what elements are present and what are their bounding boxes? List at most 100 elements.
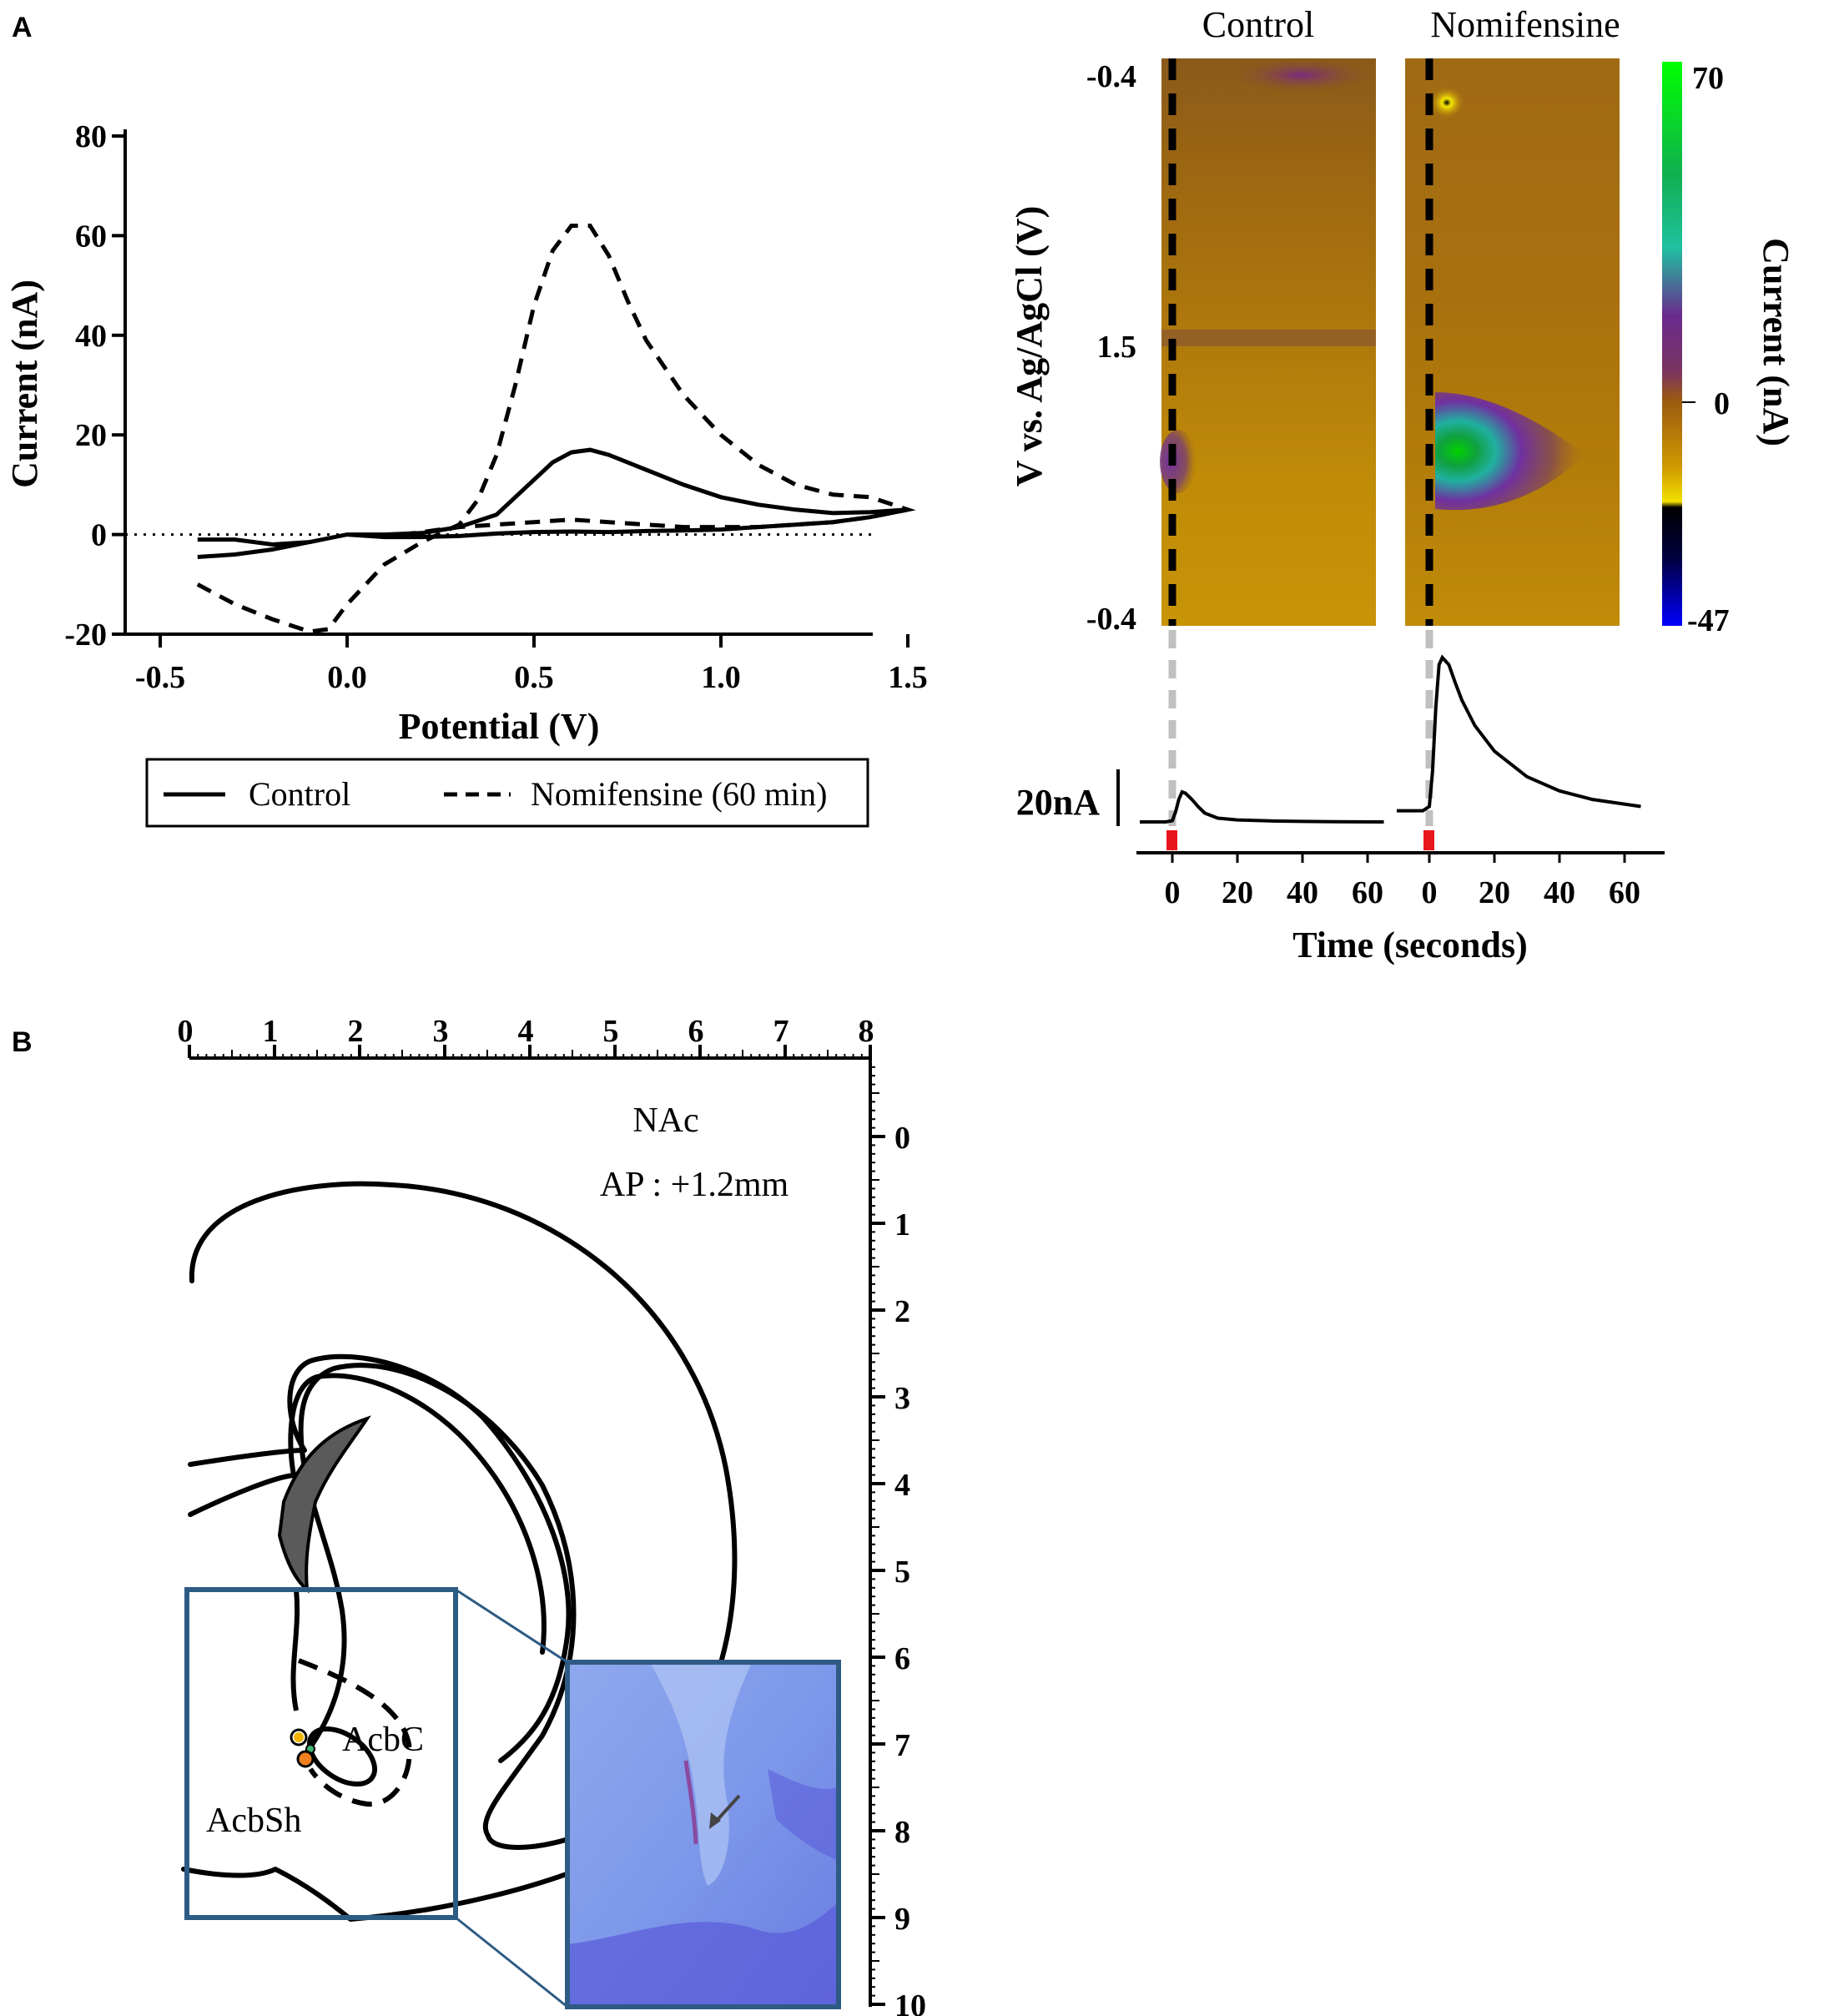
brain-atlas-panel: 0 1 2 3 4 5 6 7 8 0 1 2 3 4 5 6 7 8 9 10 NAc AP : +1.2mm A…	[178, 1014, 927, 2016]
cv-ytick-label: 60	[75, 219, 107, 254]
time-x-axis-title: Time (seconds)	[1292, 925, 1528, 965]
trace-nomifensine	[1397, 654, 1641, 813]
cv-x-axis-title: Potential (V)	[399, 706, 600, 747]
atlas-right-scale-label: 10	[894, 1988, 926, 2016]
cv-xtick-label: 1.0	[701, 660, 741, 695]
acbsh-label: AcbSh	[206, 1802, 301, 1840]
color-plots: Control Nomifensine V vs. Ag/AgCl (V) -0…	[1009, 4, 1796, 965]
time-tick-label: 60	[1609, 875, 1640, 910]
zoom-connector-bottom	[455, 1916, 568, 2008]
cv-legend: Control Nomifensine (60 min)	[145, 758, 869, 828]
heatmap-control-mid-band	[1161, 330, 1376, 346]
atlas-top-scale-label: 2	[348, 1014, 364, 1049]
atlas-top-scale-label: 5	[603, 1014, 619, 1049]
atlas-right-scale-label: 2	[894, 1294, 910, 1329]
electrode-track	[683, 1760, 698, 1845]
histology-right-tissue	[768, 1769, 839, 1861]
zoom-region-box	[184, 1587, 458, 1920]
stim-marker-control	[1166, 830, 1177, 850]
cv-ytick-label: 80	[75, 119, 107, 154]
legend-box	[145, 758, 869, 828]
heatmap-nomifensine	[1405, 58, 1620, 626]
heatmap-control-top-band	[1227, 57, 1377, 93]
atlas-right-scale-label: 3	[894, 1381, 910, 1416]
histology-lower-tissue	[567, 1903, 839, 2007]
time-tick-label: 20	[1222, 875, 1253, 910]
atlas-region-label: NAc	[632, 1101, 698, 1140]
atlas-top-scale-label: 7	[773, 1014, 789, 1049]
acbc-label: AcbC	[342, 1721, 424, 1759]
atlas-right-scale-label: 5	[894, 1555, 910, 1590]
heatmap-ytick-bottom: -0.4	[1086, 602, 1136, 637]
cv-xtick-label: 0.0	[327, 660, 367, 695]
cv-ytick-label: -20	[64, 617, 107, 653]
cv-y-axis-title: Current (nA)	[4, 280, 45, 488]
time-tick-label: 40	[1287, 875, 1318, 910]
colorplot-nomifensine-title: Nomifensine	[1430, 4, 1620, 45]
colorbar: 70 0 -47 Current (nA)	[1662, 61, 1796, 638]
time-tick-label: 60	[1352, 875, 1383, 910]
cv-xtick-label: 1.5	[888, 660, 928, 695]
heatmap-nomifensine-reduction-spot	[1428, 86, 1465, 119]
atlas-top-scale-label: 8	[859, 1014, 874, 1049]
legend-nomifensine-label: Nomifensine (60 min)	[531, 775, 828, 813]
atlas-top-scale-label: 4	[518, 1014, 534, 1049]
cv-ytick-label: 20	[75, 418, 107, 453]
colorbar-min-label: -47	[1687, 603, 1730, 638]
recording-site-1-fill	[294, 1732, 304, 1742]
time-tick-label: 0	[1165, 875, 1181, 910]
brain-inner-contour	[188, 1373, 547, 1655]
cv-xtick-label: -0.5	[135, 660, 185, 695]
colorbar-title: Current (nA)	[1756, 238, 1796, 446]
cv-line-control	[197, 447, 909, 559]
atlas-right-scale-label: 8	[894, 1815, 910, 1850]
cv-ytick-label: 40	[75, 319, 107, 354]
heatmap-nomifensine-background	[1405, 58, 1620, 626]
time-tick-label: 0	[1422, 875, 1438, 910]
atlas-top-scale-label: 0	[178, 1014, 194, 1049]
heatmap-y-axis-title: V vs. Ag/AgCl (V)	[1009, 206, 1050, 487]
time-tick-label: 40	[1544, 875, 1575, 910]
colorbar-zero-label: 0	[1714, 386, 1730, 421]
atlas-right-scale-label: 0	[894, 1121, 910, 1156]
panel-a-letter: A	[12, 12, 33, 43]
brain-ventral-contour	[181, 1858, 603, 1922]
atlas-ap-label: AP : +1.2mm	[600, 1166, 789, 1204]
anterior-commissure-tract	[290, 1589, 300, 1711]
acbc-boundary	[306, 1726, 378, 1787]
histology-inset	[565, 1660, 841, 2009]
brain-corpus-callosum	[188, 1353, 572, 1763]
atlas-right-scale-label: 9	[894, 1902, 910, 1937]
atlas-top-scale-label: 6	[688, 1014, 704, 1049]
recording-site-1	[290, 1728, 308, 1746]
stim-marker-nomifensine	[1423, 830, 1434, 850]
atlas-top-scale-label: 1	[263, 1014, 279, 1049]
atlas-top-scale-label: 3	[433, 1014, 449, 1049]
legend-control-label: Control	[249, 775, 350, 813]
histology-ventricle-region	[651, 1664, 751, 1886]
trace-control	[1140, 789, 1384, 824]
cv-xtick-label: 0.5	[514, 660, 554, 695]
acbsh-boundary	[297, 1658, 412, 1807]
colorbar-gradient	[1662, 62, 1682, 626]
heatmap-control-oxidation-spot	[1160, 430, 1197, 493]
heatmap-control	[1160, 57, 1377, 626]
lateral-ventricle	[277, 1415, 371, 1594]
atlas-right-scale-label: 7	[894, 1728, 910, 1763]
atlas-right-scale-label: 6	[894, 1641, 910, 1676]
cv-plot: -20 0 20 40 60 80 -0.5 0.0 0.5 1.0 1.5 Potential …	[4, 119, 928, 828]
cv-line-nomifensine	[196, 224, 916, 634]
colorplot-control-title: Control	[1202, 4, 1314, 45]
recording-site-3	[296, 1750, 315, 1768]
atlas-right-scale-label: 4	[894, 1468, 910, 1503]
heatmap-nomifensine-oxidation-spot	[1435, 392, 1585, 511]
histology-frame	[565, 1660, 841, 2009]
scale-bar-label: 20nA	[1016, 782, 1100, 823]
colorbar-max-label: 70	[1692, 61, 1724, 96]
arrow-head	[709, 1812, 721, 1829]
cv-ytick-label: 0	[91, 518, 107, 553]
zoom-connector-top	[455, 1588, 568, 1664]
time-tick-label: 20	[1479, 875, 1510, 910]
heatmap-ytick-mid: 1.5	[1097, 330, 1137, 365]
